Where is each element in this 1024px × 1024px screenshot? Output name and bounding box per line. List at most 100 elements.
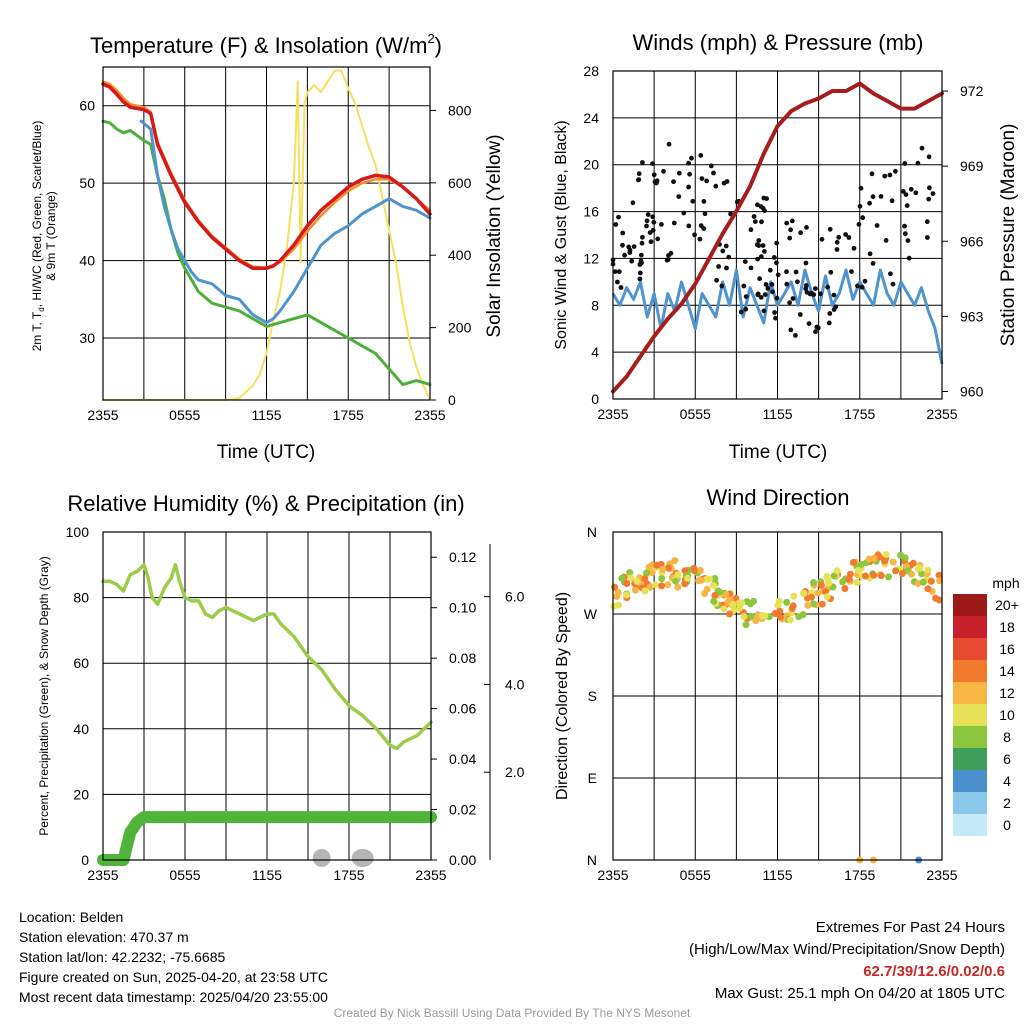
gust-point xyxy=(869,171,875,177)
direction-point xyxy=(775,597,783,605)
direction-point xyxy=(814,589,822,597)
gust-point xyxy=(659,222,664,227)
x-tick-label: 2355 xyxy=(415,867,446,883)
direction-point xyxy=(725,610,733,618)
x-tick-label: 1755 xyxy=(333,407,364,423)
gust-point xyxy=(919,145,925,151)
direction-point xyxy=(664,564,672,572)
y2-tick-label: 960 xyxy=(960,383,984,399)
direction-point xyxy=(720,605,728,613)
snow-depth-mark xyxy=(351,849,374,867)
gust-point xyxy=(889,198,895,204)
direction-point xyxy=(845,575,853,583)
y3-tick-label: 4.0 xyxy=(505,676,525,692)
gust-point xyxy=(784,269,789,275)
gust-point xyxy=(701,226,707,232)
colorbar-label: 16 xyxy=(999,641,1015,657)
extremes-legend: (High/Low/Max Wind/Precipitation/Snow De… xyxy=(689,941,1005,958)
winds-x-label: Time (UTC) xyxy=(729,442,828,463)
y-tick-label: 4 xyxy=(591,344,599,360)
gust-point xyxy=(870,261,876,266)
direction-point xyxy=(830,572,838,580)
y-tick-label: 40 xyxy=(79,253,95,269)
gust-point xyxy=(814,324,820,330)
gust-point xyxy=(887,172,893,178)
direction-point xyxy=(627,574,635,582)
colorbar-label: 20+ xyxy=(995,597,1019,613)
temperature-panel: Temperature (F) & Insolation (W/m2) 2355… xyxy=(30,31,505,463)
x-tick-label: 2355 xyxy=(414,407,445,423)
gust-point xyxy=(763,282,769,287)
direction-point xyxy=(936,577,943,585)
sonic-wind-line xyxy=(611,268,944,365)
direction-point xyxy=(818,600,826,608)
direction-point xyxy=(877,572,885,580)
gust-point xyxy=(655,236,661,242)
gust-point xyxy=(738,309,744,315)
direction-point xyxy=(626,569,634,577)
temperature-title: Temperature (F) & Insolation (W/m2) xyxy=(90,31,442,58)
direction-point xyxy=(916,564,924,572)
gust-point xyxy=(644,223,649,229)
gust-point xyxy=(636,171,642,177)
direction-point xyxy=(641,587,649,595)
gust-point xyxy=(834,247,840,252)
direction-point xyxy=(885,573,892,581)
temperature-y-left-label: 2m T, Td, HI/WC (Red, Green, Scarlet/Blu… xyxy=(30,121,46,352)
direction-point xyxy=(610,602,618,610)
gust-point xyxy=(686,184,691,190)
winds-y-left-label: Sonic Wind & Gust (Blue, Black) xyxy=(553,120,570,349)
colorbar-label: 12 xyxy=(999,685,1015,701)
direction-point xyxy=(908,570,915,578)
y-tick-label: 30 xyxy=(79,330,95,346)
gust-point xyxy=(697,236,703,242)
x-tick-label: 1755 xyxy=(844,406,875,422)
colorbar-title: mph xyxy=(992,575,1019,591)
gust-point xyxy=(784,281,790,287)
direction-point xyxy=(795,613,803,621)
gust-point xyxy=(930,191,936,197)
gust-point xyxy=(671,179,676,185)
gust-point xyxy=(702,211,708,217)
direction-point xyxy=(710,582,717,589)
direction-point xyxy=(652,581,659,589)
gust-point xyxy=(902,231,908,237)
gust-point xyxy=(790,296,796,301)
y-tick-label: 16 xyxy=(583,204,599,220)
gust-point xyxy=(620,230,626,236)
direction-point xyxy=(690,567,698,575)
x-tick-label: 0555 xyxy=(680,406,711,422)
created-text: Figure created on Sun, 2025-04-20, at 23… xyxy=(19,969,328,985)
direction-point xyxy=(776,607,784,615)
direction-point xyxy=(750,597,758,605)
gust-point xyxy=(650,214,656,220)
y2-tick-label: 0.00 xyxy=(449,852,476,868)
gust-point xyxy=(741,283,747,289)
gust-point xyxy=(913,190,919,196)
gust-point xyxy=(807,291,813,297)
direction-point xyxy=(882,551,890,558)
winds-title: Winds (mph) & Pressure (mb) xyxy=(633,30,924,55)
gust-point xyxy=(755,202,760,208)
gust-point xyxy=(770,289,775,295)
temperature-x-label: Time (UTC) xyxy=(217,442,316,463)
direction-point xyxy=(870,554,878,562)
gust-point xyxy=(724,179,730,184)
x-tick-label: 2355 xyxy=(926,406,957,422)
gust-point xyxy=(620,242,625,248)
gust-point xyxy=(714,277,719,283)
humidity-y-left-label: Percent, Precipitation (Green), & Snow D… xyxy=(37,556,51,835)
gust-point xyxy=(797,312,803,317)
gust-point xyxy=(762,249,767,254)
x-tick-label: 2355 xyxy=(926,867,957,883)
gust-point xyxy=(867,200,872,206)
y3-tick-label: 2.0 xyxy=(505,764,525,780)
gust-point xyxy=(925,235,930,240)
y-tick-label: 20 xyxy=(583,157,599,173)
gust-point xyxy=(890,281,896,287)
direction-point xyxy=(892,567,900,575)
gust-point xyxy=(819,236,825,242)
gust-point xyxy=(769,282,775,287)
plot-frame xyxy=(612,531,943,861)
